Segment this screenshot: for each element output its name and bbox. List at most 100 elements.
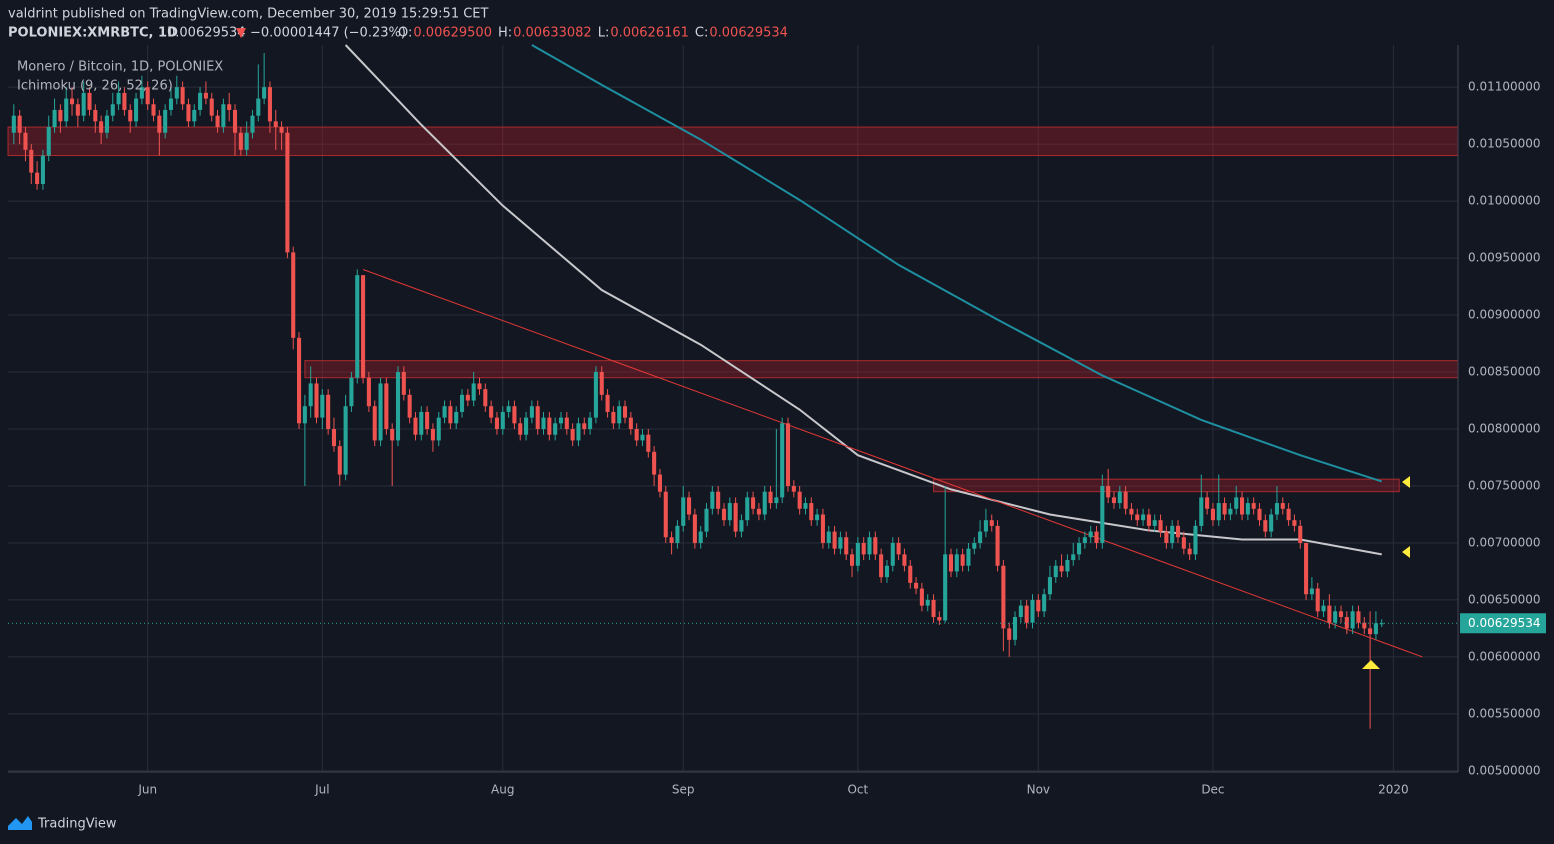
- candle-body: [1373, 623, 1378, 635]
- candle-body: [1123, 491, 1128, 509]
- candle-body: [687, 497, 692, 515]
- y-tick-label: 0.00500000: [1468, 763, 1541, 777]
- ohlc-value: 0.00629534: [709, 26, 788, 41]
- candle-body: [64, 98, 69, 122]
- candle-body: [215, 115, 220, 128]
- candle-body: [483, 389, 488, 407]
- candle-body: [331, 429, 337, 447]
- y-tick-label: 0.00900000: [1468, 308, 1541, 322]
- candle-body: [1071, 554, 1076, 561]
- candle-body: [448, 406, 453, 424]
- candle-body: [227, 104, 232, 110]
- candle-body: [151, 104, 156, 116]
- candle-body: [622, 406, 628, 418]
- candle-body: [768, 491, 773, 504]
- candle-body: [134, 98, 139, 122]
- candle-body: [308, 383, 313, 407]
- candle-body: [908, 565, 913, 583]
- candle-body: [832, 531, 837, 549]
- candle-body: [58, 109, 63, 122]
- candle-body: [989, 520, 994, 526]
- candle-body: [192, 109, 197, 122]
- zone: [304, 360, 1459, 379]
- y-tick-label: 0.00850000: [1468, 365, 1541, 379]
- candle-body: [1018, 605, 1023, 618]
- footer: TradingView: [37, 817, 117, 832]
- candle-body: [669, 537, 674, 543]
- candle-body: [960, 554, 965, 566]
- candle-body: [1327, 605, 1332, 623]
- y-tick-label: 0.00700000: [1468, 535, 1541, 549]
- candle-body: [1065, 560, 1070, 572]
- candle-body: [122, 92, 127, 110]
- candle-body: [605, 394, 610, 412]
- ohlc-value: 0.00626161: [610, 26, 689, 41]
- candle-body: [925, 599, 930, 606]
- candle-body: [29, 149, 34, 173]
- symbol: POLONIEX:XMRBTC, 1D: [8, 26, 178, 41]
- candle-body: [87, 92, 92, 110]
- candle-body: [302, 406, 307, 424]
- ohlc: O: 0.00629500 H: 0.00633082 L: 0.00626161 C: 0.…: [398, 26, 788, 41]
- plot: [7, 44, 1459, 772]
- candle-body: [762, 491, 767, 515]
- candle-body: [826, 531, 831, 543]
- candle-body: [1193, 525, 1198, 555]
- ohlc-label: O:: [398, 26, 412, 41]
- candle-body: [943, 554, 948, 621]
- candle-body: [797, 491, 802, 509]
- candle-body: [128, 109, 133, 122]
- candle-body: [349, 377, 354, 407]
- candle-body: [442, 406, 447, 418]
- candle-body: [1228, 508, 1233, 515]
- candle-body: [541, 417, 546, 430]
- candle-body: [902, 554, 907, 566]
- candle-body: [1205, 497, 1210, 509]
- candle-body: [1222, 503, 1227, 515]
- x-tick-label: Jul: [314, 783, 329, 797]
- candle-body: [1170, 525, 1175, 543]
- candle-body: [954, 554, 959, 572]
- candle-body: [500, 411, 505, 430]
- x-tick-label: 2020: [1378, 783, 1409, 797]
- candle-body: [1024, 605, 1029, 623]
- candle-body: [1030, 599, 1035, 623]
- candle-body: [1187, 548, 1192, 555]
- candle-body: [157, 115, 162, 133]
- candle-body: [634, 429, 639, 441]
- candle-body: [879, 554, 884, 578]
- candle-body: [17, 115, 22, 133]
- ohlc-value: 0.00633082: [513, 26, 592, 41]
- x-tick-label: Jun: [137, 783, 157, 797]
- candle-body: [232, 109, 238, 133]
- candle-body: [529, 406, 534, 418]
- candle-body: [756, 508, 761, 515]
- x-tick-label: Oct: [847, 783, 868, 797]
- candle-body: [250, 115, 255, 133]
- candle-body: [751, 497, 756, 509]
- candle-body: [180, 87, 185, 105]
- candle-body: [75, 104, 80, 116]
- y-tick-label: 0.00800000: [1468, 422, 1541, 436]
- candle-body: [919, 588, 924, 606]
- candle-body: [1059, 565, 1064, 572]
- candle-body: [844, 537, 849, 555]
- candle-body: [1315, 588, 1320, 612]
- candle-body: [1245, 503, 1250, 515]
- candle-body: [163, 109, 168, 133]
- candle-body: [314, 383, 319, 418]
- candle-body: [727, 503, 732, 521]
- candle-body: [948, 554, 954, 572]
- candle-body: [1141, 514, 1146, 521]
- x-tick-label: Sep: [672, 783, 695, 797]
- legend-symbol: Monero / Bitcoin, 1D, POLONIEX: [17, 60, 223, 75]
- candle-body: [1012, 617, 1018, 640]
- candle-body: [506, 406, 511, 412]
- candle-body: [1356, 611, 1361, 623]
- x-tick-label: Nov: [1027, 783, 1050, 797]
- candle-body: [582, 423, 587, 430]
- candle-body: [1269, 514, 1274, 532]
- candle-body: [774, 497, 779, 504]
- candle-body: [430, 429, 435, 441]
